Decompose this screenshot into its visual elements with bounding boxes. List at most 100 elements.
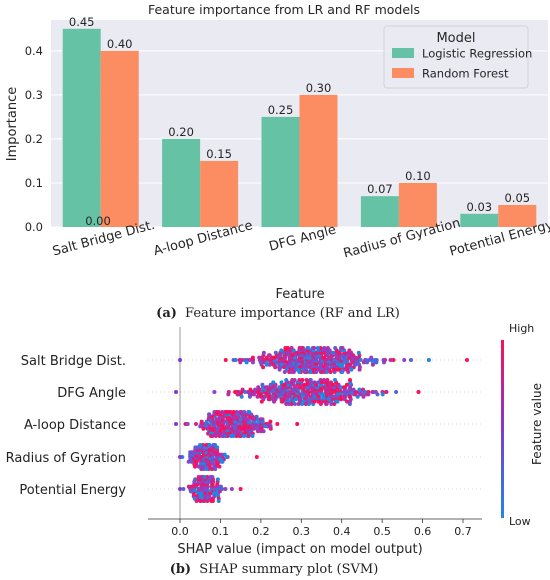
shap-point xyxy=(238,410,243,414)
bar-chart-title: Feature importance from LR and RF models xyxy=(148,2,420,17)
shap-point xyxy=(324,402,329,406)
shap-point xyxy=(196,464,201,469)
shap-point xyxy=(266,397,271,402)
shap-point xyxy=(217,464,222,469)
shap-point xyxy=(210,499,215,503)
shap-point xyxy=(263,394,267,399)
shap-point xyxy=(290,378,295,382)
bar-chart-panel: Feature importance from LR and RF models… xyxy=(5,2,550,321)
shap-point xyxy=(331,350,335,355)
shap-x-tick-label: 0.4 xyxy=(333,525,351,538)
shap-point xyxy=(205,499,210,503)
shap-point xyxy=(275,422,280,426)
shap-point xyxy=(370,390,375,394)
shap-point xyxy=(344,365,349,370)
shap-point xyxy=(282,382,287,387)
shap-point xyxy=(261,350,266,355)
shap-point xyxy=(242,410,247,414)
shap-point xyxy=(292,402,297,406)
shap-point xyxy=(198,424,203,429)
shap-point xyxy=(268,382,273,387)
shap-point xyxy=(218,484,223,489)
shap-x-tick-label: 0.5 xyxy=(373,525,391,538)
shap-point xyxy=(388,358,393,362)
shap-point xyxy=(321,378,326,382)
shap-point xyxy=(314,370,319,374)
shap-point xyxy=(342,394,347,399)
shap-point xyxy=(271,362,276,367)
shap-x-tick-label: 0.1 xyxy=(212,525,230,538)
shap-point xyxy=(244,360,249,365)
shap-point xyxy=(330,397,335,402)
shap-point xyxy=(212,390,217,394)
shap-point xyxy=(301,399,306,404)
shap-point xyxy=(281,350,286,355)
shap-point xyxy=(426,358,431,362)
caption-a: (a) Feature importance (RF and LR) xyxy=(156,306,400,321)
shap-point xyxy=(312,380,317,385)
shap-point xyxy=(186,484,191,489)
shap-x-tick-label: 0.0 xyxy=(171,525,189,538)
legend-label-lr: Logistic Regression xyxy=(422,47,532,61)
shap-point xyxy=(217,489,222,494)
shap-point xyxy=(345,399,349,404)
shap-point xyxy=(339,397,344,402)
shap-point xyxy=(214,484,219,489)
shap-point xyxy=(178,358,182,362)
shap-point xyxy=(391,358,396,362)
shap-point xyxy=(267,353,271,358)
shap-point xyxy=(198,499,203,503)
shap-point xyxy=(201,426,206,431)
shap-point xyxy=(316,399,321,404)
legend-swatch-rf xyxy=(392,68,414,78)
caption-b-letter: (b) xyxy=(170,562,191,577)
shap-x-tick-label: 0.6 xyxy=(414,525,432,538)
bar-value-label: 0.25 xyxy=(268,103,294,117)
shap-point xyxy=(366,392,371,397)
shap-point xyxy=(333,346,338,350)
shap-point xyxy=(240,387,245,392)
shap-point xyxy=(252,417,257,422)
bar-y-tick-label: 0.4 xyxy=(25,44,43,58)
colorbar-high-label: High xyxy=(509,322,534,335)
shap-point xyxy=(297,370,302,374)
shap-point xyxy=(345,382,349,387)
shap-point xyxy=(361,394,366,399)
shap-point xyxy=(300,378,305,382)
shap-point xyxy=(283,346,288,350)
colorbar-low-label: Low xyxy=(509,515,531,528)
shap-point xyxy=(308,378,313,382)
shap-point xyxy=(213,467,218,471)
shap-point xyxy=(199,419,204,424)
shap-feature-label: A-loop Distance xyxy=(24,418,126,433)
legend-frame xyxy=(383,25,529,89)
bar-value-label: 0.10 xyxy=(405,169,431,183)
bar-rf xyxy=(498,204,537,227)
shap-point xyxy=(319,380,324,385)
shap-feature-label: Salt Bridge Dist. xyxy=(21,354,126,369)
shap-point xyxy=(260,417,265,422)
shap-point xyxy=(332,402,337,406)
shap-point xyxy=(199,475,204,479)
bar-y-tick-label: 0.2 xyxy=(25,132,43,146)
shap-point xyxy=(335,399,340,404)
bar-y-tick-label: 0.1 xyxy=(25,176,43,190)
shap-point xyxy=(295,382,300,387)
shap-point xyxy=(226,392,231,397)
shap-point xyxy=(394,390,399,394)
shap-x-tick-label: 0.2 xyxy=(252,525,270,538)
shap-point xyxy=(409,358,413,362)
shap-x-ticks: 0.0 0.1 0.2 0.3 0.4 0.5 0.6 0.7 xyxy=(171,519,472,538)
shap-point xyxy=(209,414,214,419)
bar-value-label: 0.15 xyxy=(206,147,232,161)
shap-point xyxy=(306,346,311,350)
shap-point xyxy=(207,412,212,417)
shap-point xyxy=(267,362,272,367)
colorbar-gradient xyxy=(501,340,504,518)
shap-x-axis-label: SHAP value (impact on model output) xyxy=(177,542,422,557)
shap-point xyxy=(210,475,215,479)
shap-point xyxy=(234,410,239,414)
bar-value-label: 0.40 xyxy=(107,37,133,51)
shap-point xyxy=(204,467,209,471)
shap-point xyxy=(325,346,330,350)
